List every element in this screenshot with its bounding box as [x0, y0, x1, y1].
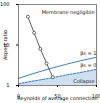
svg-text:Aspect ratio: Aspect ratio: [2, 30, 9, 60]
svg-text:100: 100: [0, 1, 10, 7]
svg-text:Reynolds of average connection: Reynolds of average connection: [17, 95, 97, 102]
svg-text:Collapse: Collapse: [73, 78, 94, 85]
svg-text:βs = 0: βs = 0: [80, 62, 96, 69]
svg-text:Membrane negligible: Membrane negligible: [42, 9, 95, 16]
svg-text:βs = 1: βs = 1: [80, 50, 96, 57]
svg-text:1: 1: [6, 82, 9, 88]
